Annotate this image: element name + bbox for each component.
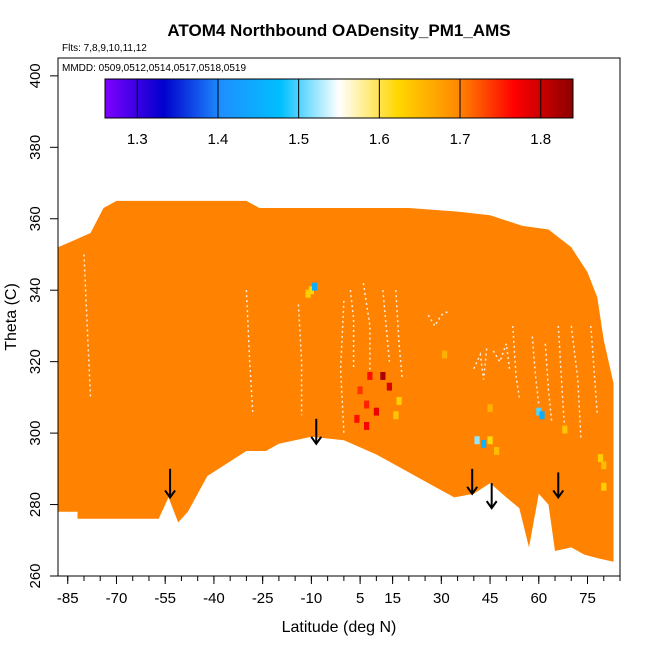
x-axis-label: Latitude (deg N) (282, 619, 397, 636)
sparse-data-line (245, 290, 254, 416)
chart-title: ATOM4 Northbound OADensity_PM1_AMS (167, 21, 510, 40)
x-tick-label: -40 (203, 590, 225, 607)
x-tick-label: -10 (301, 590, 323, 607)
data-cell (312, 282, 318, 291)
arrow-head (552, 489, 565, 500)
data-cell (539, 411, 545, 420)
colorbar-tick-label: 1.4 (208, 131, 229, 148)
sparse-data-line (382, 290, 391, 362)
colorbar-tick-label: 1.8 (530, 131, 551, 148)
data-cell (386, 382, 392, 391)
data-cell (601, 482, 607, 491)
x-tick-label: 5 (356, 590, 364, 607)
data-cell (494, 447, 500, 455)
arrow-head (485, 500, 498, 510)
x-tick-label: 15 (384, 590, 401, 607)
x-tick-label: 45 (482, 590, 499, 607)
sparse-data-line (512, 325, 521, 398)
data-cell (354, 414, 360, 423)
data-cell (364, 422, 370, 430)
y-tick-label: 340 (27, 278, 44, 303)
y-tick-label: 260 (27, 563, 44, 588)
data-cell (442, 350, 448, 359)
data-cell (597, 454, 604, 463)
colorbar-tick-label: 1.5 (288, 131, 309, 148)
sparse-data-line (427, 310, 449, 328)
plot-frame (57, 57, 621, 577)
colorbar-tick-label: 1.3 (127, 131, 148, 148)
data-cell (308, 286, 314, 295)
arrow-head (310, 436, 323, 446)
x-tick-label: -70 (106, 590, 128, 607)
y-tick-label: 280 (27, 492, 44, 517)
data-cell (367, 372, 373, 380)
y-tick-label: 300 (27, 421, 44, 446)
data-cell (481, 439, 487, 448)
data-cell (562, 425, 568, 434)
x-tick-label: -25 (252, 590, 274, 607)
data-cell (393, 411, 399, 420)
y-tick-label: 360 (27, 206, 44, 231)
sparse-data-line (492, 343, 511, 369)
data-cell (536, 407, 542, 416)
data-cell (487, 404, 493, 413)
x-tick-label: -85 (57, 590, 79, 607)
dates-note: MMDD: 0509,0512,0514,0517,0518,0519 (62, 63, 246, 74)
colorbar-tick-label: 1.7 (450, 131, 471, 148)
y-tick-label: 320 (27, 349, 44, 374)
x-tick-label: -55 (154, 590, 176, 607)
data-cell (357, 386, 363, 395)
y-tick-label: 380 (27, 135, 44, 160)
x-tick-label: 75 (579, 590, 596, 607)
plot-area (58, 200, 614, 562)
data-cell (474, 436, 480, 445)
x-tick-label: 60 (530, 590, 547, 607)
y-tick-label: 400 (27, 63, 44, 88)
data-cell (396, 397, 402, 405)
data-cell (380, 372, 386, 380)
data-domain-fill (58, 200, 614, 562)
data-cell (601, 461, 607, 470)
arrow-head (466, 486, 479, 496)
colorbar-tick-label: 1.6 (369, 131, 390, 148)
sparse-data-line (339, 300, 345, 434)
sparse-data-line (544, 343, 553, 423)
arrow-head (164, 489, 176, 500)
axes: -85 -70 -55 -40 -25 -10 5 15 30 45 60 75 260 280 300 32… (27, 63, 621, 607)
x-tick-label: 30 (433, 590, 450, 607)
data-cell (364, 400, 370, 409)
data-cell (373, 407, 379, 416)
data-cell (305, 289, 311, 298)
sparse-data-line (83, 254, 92, 398)
colorbar-gradient (104, 78, 574, 119)
flights-note: Flts: 7,8,9,10,11,12 (62, 43, 147, 54)
data-cell (487, 436, 493, 445)
colorbar: 1.3 1.4 1.5 1.6 1.7 1.8 (104, 78, 574, 148)
y-axis-label: Theta (C) (3, 283, 20, 351)
